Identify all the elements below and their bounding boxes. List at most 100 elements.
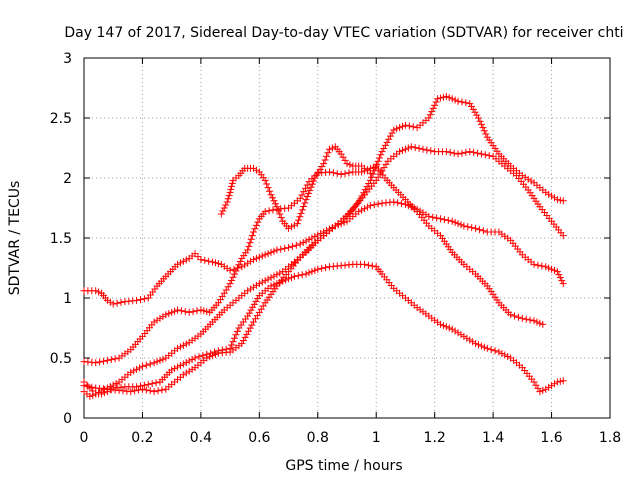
data-point bbox=[432, 98, 440, 106]
data-point bbox=[466, 100, 474, 108]
data-point bbox=[419, 145, 427, 153]
data-point bbox=[423, 146, 431, 154]
data-point bbox=[462, 99, 470, 107]
data-point bbox=[381, 141, 389, 149]
data-point bbox=[107, 356, 115, 364]
data-point bbox=[474, 149, 482, 157]
data-point bbox=[444, 216, 452, 224]
data-point bbox=[168, 366, 176, 374]
data-point bbox=[219, 207, 227, 215]
data-point bbox=[345, 169, 353, 177]
data-point bbox=[542, 188, 550, 196]
data-point bbox=[303, 193, 311, 201]
data-point bbox=[318, 162, 326, 170]
data-point bbox=[84, 382, 92, 390]
data-point bbox=[273, 271, 281, 279]
data-point bbox=[244, 259, 252, 267]
data-point bbox=[524, 175, 532, 183]
data-point bbox=[390, 198, 398, 206]
data-point bbox=[476, 117, 484, 125]
data-point bbox=[292, 241, 300, 249]
data-point bbox=[472, 340, 480, 348]
data-point bbox=[451, 96, 459, 104]
data-point bbox=[501, 351, 509, 359]
data-point bbox=[550, 380, 558, 388]
data-point bbox=[328, 144, 336, 152]
data-point bbox=[467, 102, 475, 110]
data-point bbox=[99, 357, 107, 365]
data-point bbox=[182, 340, 190, 348]
data-point bbox=[252, 297, 260, 305]
data-point bbox=[273, 246, 281, 254]
data-point bbox=[229, 273, 237, 281]
data-point bbox=[471, 108, 479, 116]
data-point bbox=[451, 218, 459, 226]
data-point bbox=[159, 313, 167, 321]
data-point bbox=[522, 315, 530, 323]
data-point bbox=[246, 239, 254, 247]
data-point bbox=[386, 132, 394, 140]
data-point bbox=[245, 309, 253, 317]
x-tick-label: 1 bbox=[372, 430, 381, 446]
data-point bbox=[133, 365, 141, 373]
data-point bbox=[370, 167, 378, 175]
data-point bbox=[298, 271, 306, 279]
data-point bbox=[311, 174, 319, 182]
data-point bbox=[479, 227, 487, 235]
data-point bbox=[95, 389, 103, 396]
data-point bbox=[401, 145, 409, 153]
data-point bbox=[526, 316, 534, 324]
data-point bbox=[366, 176, 374, 184]
data-point bbox=[559, 232, 567, 240]
data-point bbox=[162, 311, 170, 319]
data-point bbox=[365, 179, 373, 187]
data-point bbox=[226, 188, 234, 196]
data-point bbox=[290, 221, 298, 229]
data-point bbox=[247, 235, 255, 243]
data-point bbox=[542, 385, 550, 393]
data-point bbox=[458, 98, 466, 106]
data-point bbox=[96, 358, 104, 366]
data-point bbox=[491, 347, 499, 355]
data-point bbox=[274, 206, 282, 214]
data-point bbox=[111, 355, 119, 363]
data-point bbox=[225, 192, 233, 200]
data-point bbox=[285, 275, 293, 283]
data-point bbox=[361, 205, 369, 213]
data-point bbox=[195, 353, 203, 361]
data-point bbox=[504, 353, 512, 360]
data-point bbox=[209, 258, 217, 266]
data-point bbox=[434, 95, 442, 103]
y-tick-labels: 0 0.5 1 1.5 2 2.5 3 bbox=[50, 51, 72, 427]
data-point bbox=[475, 114, 482, 122]
data-point bbox=[136, 382, 144, 390]
data-point bbox=[239, 337, 247, 345]
data-point bbox=[156, 356, 164, 364]
data-point bbox=[150, 359, 158, 367]
data-point bbox=[224, 283, 232, 291]
data-point bbox=[298, 191, 306, 199]
data-point bbox=[199, 352, 207, 360]
data-point bbox=[482, 130, 490, 138]
data-point bbox=[385, 135, 393, 143]
data-point bbox=[270, 247, 278, 255]
data-point bbox=[363, 183, 371, 191]
data-point bbox=[232, 331, 240, 339]
data-point bbox=[511, 312, 519, 320]
data-point bbox=[341, 156, 349, 164]
data-point bbox=[355, 208, 363, 216]
data-point bbox=[244, 287, 252, 295]
data-point bbox=[294, 272, 302, 280]
data-point bbox=[485, 152, 493, 160]
data-point bbox=[556, 377, 564, 385]
x-tick-label: 1.4 bbox=[482, 430, 504, 446]
data-point bbox=[194, 253, 202, 261]
data-point bbox=[346, 161, 354, 169]
data-point bbox=[469, 338, 477, 346]
data-point bbox=[539, 320, 547, 328]
data-point bbox=[220, 204, 228, 212]
data-point bbox=[277, 245, 285, 253]
data-point bbox=[370, 201, 378, 209]
data-point bbox=[185, 367, 193, 375]
data-point bbox=[154, 387, 162, 395]
